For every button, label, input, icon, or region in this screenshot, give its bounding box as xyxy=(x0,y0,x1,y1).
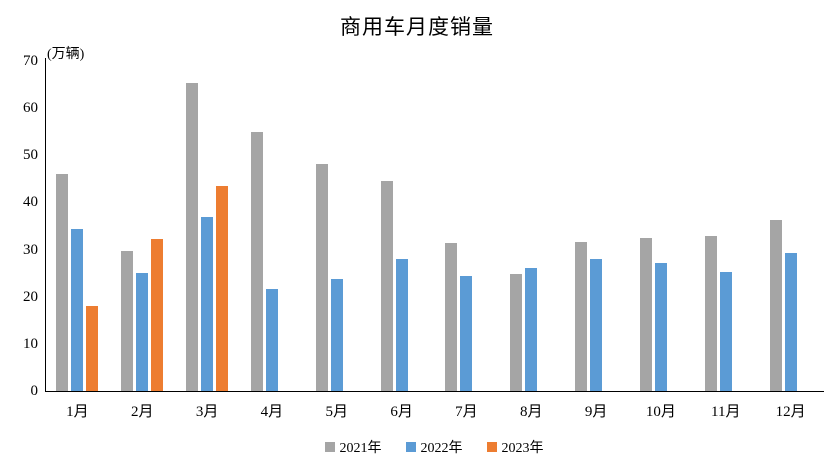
legend-label-2022年: 2022年 xyxy=(420,441,463,456)
x-tick-label-9月: 9月 xyxy=(584,404,608,420)
plot-area xyxy=(45,61,823,391)
bar-2022年-7月 xyxy=(460,275,473,391)
bar-2021年-3月 xyxy=(186,82,199,391)
legend-item-2023年: 2023年 xyxy=(486,437,544,457)
x-tick-label-2月: 2月 xyxy=(130,404,154,420)
bar-2022年-8月 xyxy=(525,268,538,391)
x-tick-label-11月: 11月 xyxy=(711,404,741,420)
bar-2022年-9月 xyxy=(590,259,603,391)
x-tick-label-1月: 1月 xyxy=(66,404,89,420)
x-tick-label-3月: 3月 xyxy=(195,404,219,420)
legend-item-2022年: 2022年 xyxy=(405,437,463,457)
y-tick-label-60: 60 xyxy=(23,100,38,117)
legend: 2021年 2022年 2023年 xyxy=(45,438,823,456)
bar-2022年-11月 xyxy=(719,271,732,391)
x-tick-label-10月: 10月 xyxy=(645,404,676,420)
y-tick-label-40: 40 xyxy=(23,194,38,211)
bar-2021年-10月 xyxy=(639,238,652,391)
bar-2022年-10月 xyxy=(654,262,667,391)
bar-2022年-1月 xyxy=(71,228,84,391)
legend-swatch-icon-2023年 xyxy=(486,442,497,452)
bar-2022年-5月 xyxy=(330,278,343,391)
bar-2021年-8月 xyxy=(510,274,523,391)
bar-2021年-9月 xyxy=(575,241,588,391)
bar-2022年-6月 xyxy=(395,259,408,391)
bar-2023年-3月 xyxy=(216,185,229,391)
bar-2022年-12月 xyxy=(784,253,797,391)
y-axis-unit-label: (万辆) xyxy=(47,47,85,62)
y-tick-label-50: 50 xyxy=(23,147,38,164)
legend-item-2021年: 2021年 xyxy=(324,437,382,457)
bar-2021年-11月 xyxy=(704,235,717,391)
x-tick-label-5月: 5月 xyxy=(325,404,348,420)
legend-swatch-icon-2021年 xyxy=(324,442,335,452)
y-tick-label-30: 30 xyxy=(23,241,38,258)
x-tick-label-12月: 12月 xyxy=(775,404,806,420)
legend-swatch-icon-2022年 xyxy=(405,442,416,452)
legend-label-2021年: 2021年 xyxy=(339,441,382,456)
x-tick-label-7月: 7月 xyxy=(455,404,478,420)
bar-2021年-12月 xyxy=(769,219,782,391)
bar-2023年-2月 xyxy=(151,238,164,391)
x-tick-label-8月: 8月 xyxy=(519,404,543,420)
bar-2022年-4月 xyxy=(265,289,278,391)
bar-2023年-1月 xyxy=(86,306,99,391)
bar-2021年-1月 xyxy=(56,174,69,391)
y-tick-label-70: 70 xyxy=(23,53,38,69)
bar-2021年-2月 xyxy=(121,250,134,391)
x-axis-line xyxy=(45,391,824,392)
bar-2021年-6月 xyxy=(380,180,393,391)
x-tick-label-6月: 6月 xyxy=(390,404,413,420)
bar-2021年-5月 xyxy=(315,163,328,391)
y-tick-label-0: 0 xyxy=(30,383,39,399)
bar-2022年-3月 xyxy=(201,216,214,391)
y-axis-line xyxy=(45,58,46,391)
chart-title: 商用车月度销量 xyxy=(340,15,494,39)
bar-2021年-4月 xyxy=(250,131,263,391)
y-tick-label-10: 10 xyxy=(23,335,38,352)
y-tick-label-20: 20 xyxy=(23,288,38,305)
bar-2022年-2月 xyxy=(136,273,149,391)
legend-label-2023年: 2023年 xyxy=(501,441,544,456)
bar-2021年-7月 xyxy=(445,242,458,391)
x-tick-label-4月: 4月 xyxy=(260,404,284,420)
